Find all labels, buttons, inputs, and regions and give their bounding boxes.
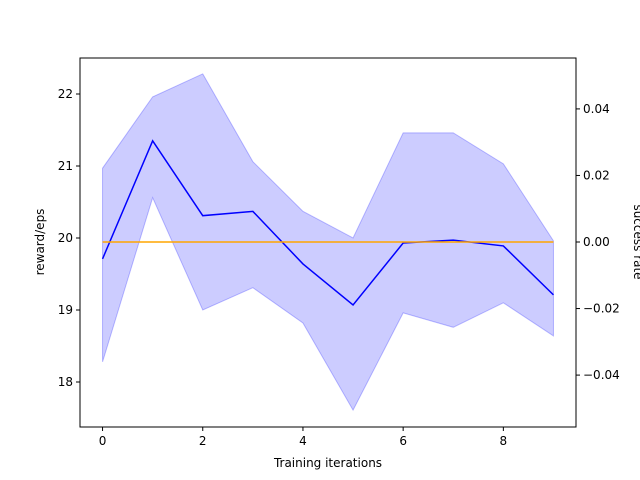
x-tick-label: 4	[299, 434, 307, 448]
x-tick-label: 2	[199, 434, 207, 448]
y-tick-label: 18	[58, 375, 73, 389]
x-axis-label: Training iterations	[273, 456, 382, 470]
x-tick-label: 6	[399, 434, 407, 448]
y2-axis-label: success rate	[631, 204, 640, 279]
y2-tick-label: −0.04	[583, 368, 620, 382]
y2-tick-label: 0.00	[583, 235, 610, 249]
x-tick-label: 0	[99, 434, 107, 448]
x-tick-label: 8	[500, 434, 508, 448]
y-tick-label: 21	[58, 159, 73, 173]
y2-tick-label: 0.04	[583, 102, 610, 116]
plot-frame	[79, 57, 577, 428]
y-tick-label: 22	[58, 87, 73, 101]
y2-tick-label: 0.02	[583, 168, 610, 182]
y-tick-label: 19	[58, 303, 73, 317]
y2-tick-label: −0.02	[583, 302, 620, 316]
series-line	[101, 139, 554, 307]
y-axis-label: reward/eps	[33, 209, 47, 276]
y-tick-label: 20	[58, 231, 73, 245]
